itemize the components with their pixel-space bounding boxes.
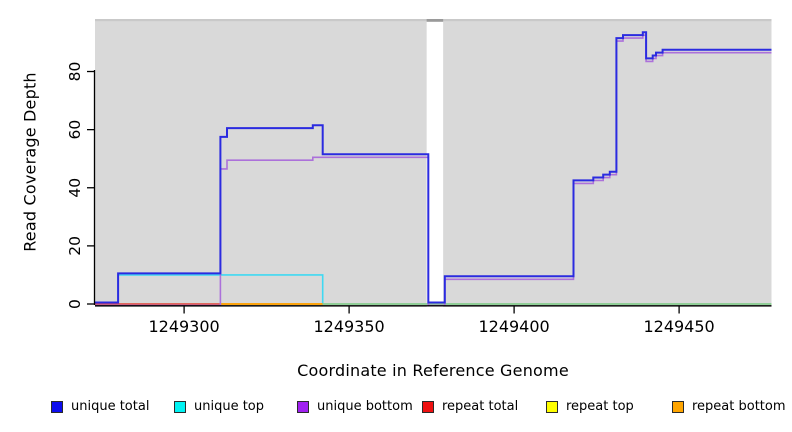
masked-region [426,21,444,307]
x-tick-label: 1249400 [478,317,549,336]
x-axis-title: Coordinate in Reference Genome [297,361,569,380]
x-tick-label: 1249450 [643,317,714,336]
x-tick-label: 1249300 [148,317,219,336]
masked-region-cap [426,19,444,22]
legend-item-unique-bottom: unique bottom [297,399,413,414]
legend-label: unique bottom [317,399,413,414]
y-tick-label: 20 [66,236,84,256]
legend-item-repeat-top: repeat top [546,399,634,414]
legend-item-repeat-total: repeat total [422,399,518,414]
legend-label: repeat top [566,399,634,414]
x-tick-label: 1249350 [313,317,384,336]
legend: unique total unique top unique bottom re… [0,399,792,421]
series-line-unique-bottom [95,34,772,307]
unique-top-swatch-icon [174,400,186,413]
y-tick-label: 0 [66,299,84,309]
y-tick-label: 80 [66,62,84,82]
legend-label: unique top [194,399,265,414]
legend-item-unique-total: unique total [51,399,149,414]
series-line-unique-total [95,31,772,304]
y-tick-label: 40 [66,178,84,198]
legend-label: repeat bottom [692,399,786,414]
repeat-bottom-swatch-icon [672,400,684,413]
unique-total-swatch-icon [51,400,63,413]
unique-bottom-swatch-icon [297,400,309,413]
y-axis-title: Read Coverage Depth [20,72,40,252]
legend-label: repeat total [442,399,519,414]
legend-label: unique total [71,399,150,414]
repeat-top-swatch-icon [546,400,558,413]
y-tick-label: 60 [66,120,84,140]
legend-item-unique-top: unique top [174,399,264,414]
legend-item-repeat-bottom: repeat bottom [672,399,786,414]
repeat-total-swatch-icon [422,400,434,413]
